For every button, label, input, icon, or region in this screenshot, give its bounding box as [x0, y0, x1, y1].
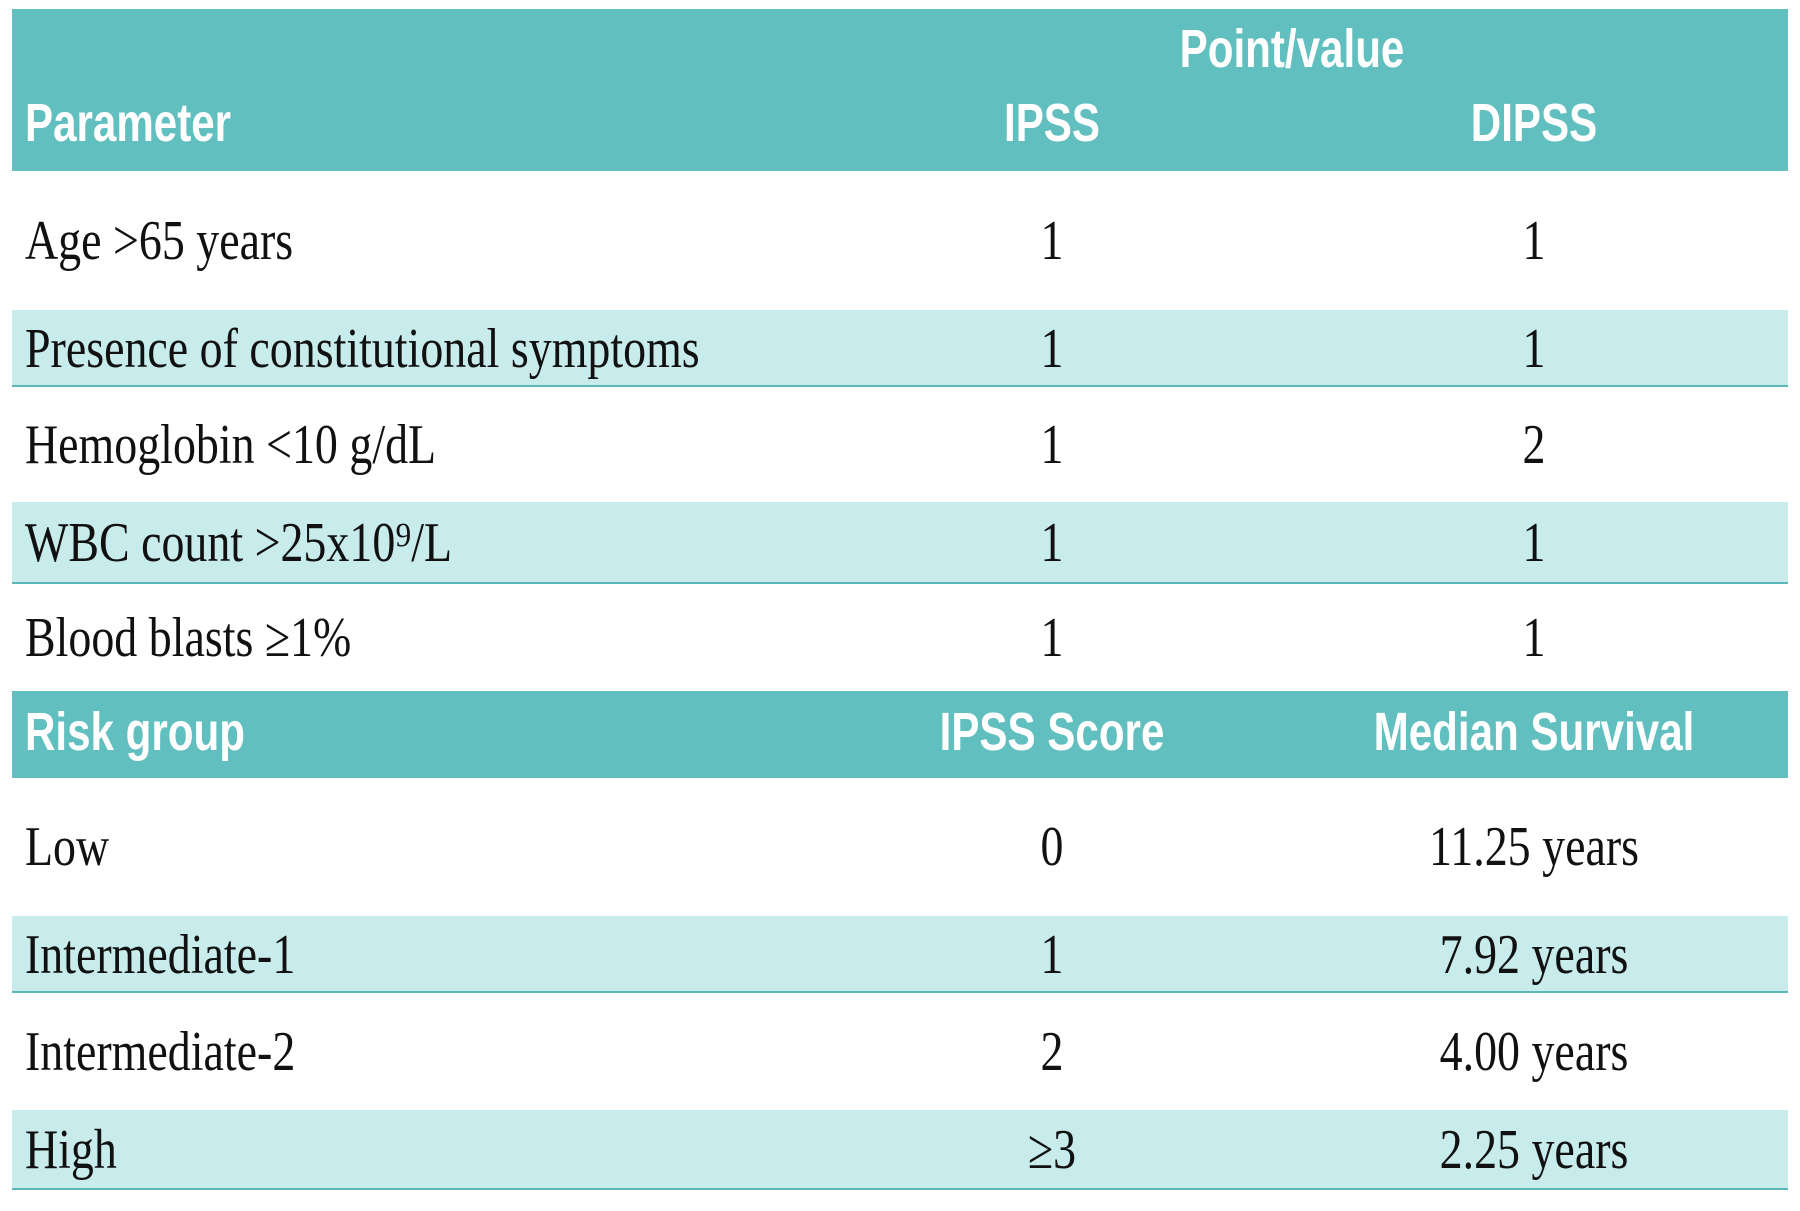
- cell-value: 1: [1040, 512, 1064, 574]
- column-header: Median Survival: [1373, 702, 1695, 762]
- row-label: Low: [25, 816, 110, 878]
- cell-value: 4.00 years: [1439, 1020, 1629, 1083]
- row-label: Intermediate-1: [25, 923, 296, 986]
- cell-value: 7.92 years: [1439, 923, 1629, 986]
- column-header: IPSS Score: [939, 702, 1165, 762]
- row-band: [12, 502, 1788, 584]
- column-header: IPSS: [1004, 93, 1100, 153]
- cell-value: 1: [1040, 317, 1064, 380]
- row-label: Age >65 years: [25, 209, 294, 272]
- header-band: [12, 9, 1788, 171]
- row-label: Intermediate-2: [25, 1020, 296, 1083]
- column-header: Risk group: [25, 702, 245, 762]
- row-label: WBC count >25x10⁹/L: [25, 512, 453, 574]
- row-label: High: [25, 1119, 117, 1181]
- row-label: Hemoglobin <10 g/dL: [25, 413, 437, 476]
- group-header: Point/value: [1179, 19, 1405, 79]
- header-band: [12, 691, 1788, 778]
- cell-value: 1: [1040, 606, 1064, 669]
- cell-value: 0: [1040, 816, 1064, 878]
- cell-value: 1: [1040, 209, 1064, 272]
- cell-value: 11.25 years: [1429, 816, 1639, 878]
- column-header: DIPSS: [1470, 93, 1598, 153]
- row-label: Presence of constitutional symptoms: [25, 317, 700, 380]
- cell-value: 2: [1040, 1020, 1064, 1083]
- row-label: Blood blasts ≥1%: [25, 606, 352, 669]
- cell-value: 1: [1040, 413, 1064, 476]
- cell-value: ≥3: [1027, 1119, 1077, 1181]
- cell-value: 2: [1522, 413, 1546, 476]
- cell-value: 1: [1522, 606, 1546, 669]
- row-band: [12, 1110, 1788, 1190]
- row-band: [12, 310, 1788, 387]
- cell-value: 2.25 years: [1439, 1119, 1629, 1181]
- cell-value: 1: [1040, 923, 1064, 986]
- cell-value: 1: [1522, 317, 1546, 380]
- cell-value: 1: [1522, 512, 1546, 574]
- row-band: [12, 916, 1788, 993]
- cell-value: 1: [1522, 209, 1546, 272]
- column-header: Parameter: [25, 93, 232, 153]
